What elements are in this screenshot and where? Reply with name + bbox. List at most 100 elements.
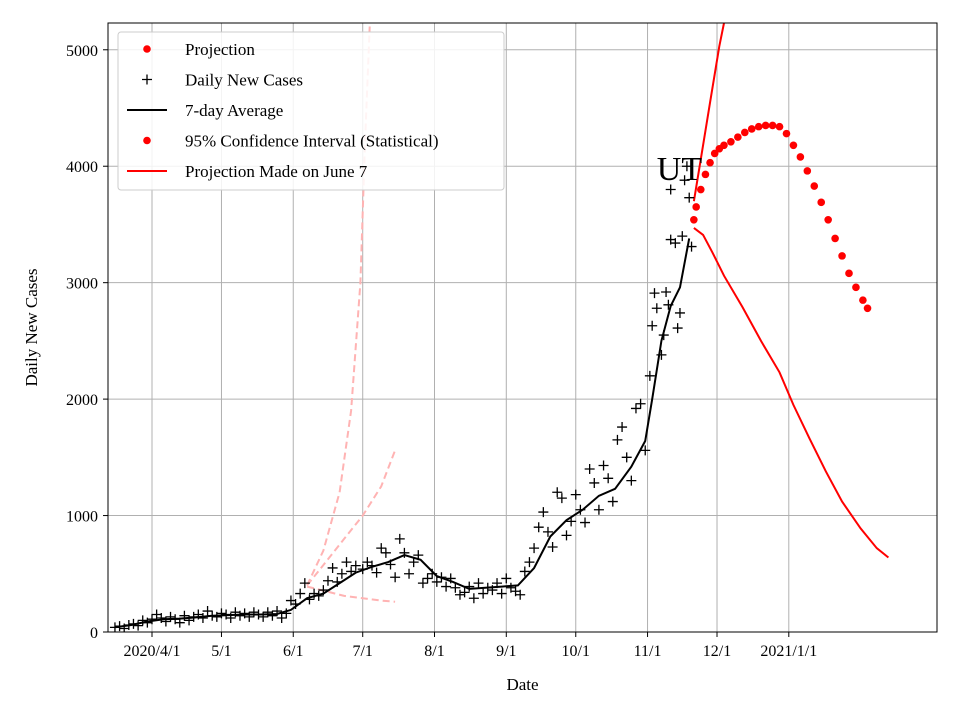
y-tick-label: 2000 — [66, 392, 98, 409]
legend-label: Projection — [185, 40, 255, 59]
daily-case-point — [672, 323, 683, 334]
daily-case-point — [336, 568, 347, 579]
projection-point — [782, 129, 791, 138]
daily-case-point — [276, 613, 287, 624]
projection-point — [817, 198, 826, 207]
daily-case-point — [640, 445, 651, 456]
x-tick-label: 2020/4/1 — [124, 643, 181, 660]
projection-point — [701, 170, 710, 179]
daily-case-point — [593, 504, 604, 515]
legend-label: Daily New Cases — [185, 71, 303, 90]
daily-case-point — [422, 573, 433, 584]
legend-label: Projection Made on June 7 — [185, 162, 368, 181]
daily-case-point — [454, 589, 465, 600]
daily-case-point — [630, 403, 641, 414]
daily-case-point — [299, 578, 310, 589]
daily-case-point — [580, 517, 591, 528]
projection-point — [706, 158, 714, 167]
daily-case-point — [598, 460, 609, 471]
x-tick-label: 9/1 — [496, 643, 516, 660]
daily-case-point — [649, 288, 660, 299]
y-tick-label: 0 — [90, 625, 98, 642]
legend-dot-marker — [143, 45, 151, 53]
daily-case-point — [248, 607, 259, 618]
projection-point — [720, 141, 728, 150]
daily-case-point — [417, 578, 428, 589]
daily-case-point — [450, 582, 461, 593]
daily-case-point — [202, 606, 213, 617]
daily-case-point — [661, 286, 672, 297]
projection-point — [796, 153, 805, 161]
projection-point — [692, 203, 700, 211]
legend-dot-marker — [143, 136, 151, 145]
daily-case-point — [644, 370, 655, 381]
projection-point — [768, 121, 777, 130]
legend-label: 7-day Average — [185, 101, 283, 120]
daily-case-point — [390, 572, 401, 583]
daily-case-point — [519, 566, 530, 577]
june7-projection-middle-line — [306, 449, 397, 587]
projection-point — [852, 283, 860, 292]
confidence-lower-line — [693, 227, 890, 559]
daily-case-point — [626, 475, 637, 486]
legend-plus-marker — [142, 74, 152, 85]
daily-case-point — [394, 533, 405, 544]
daily-case-point — [350, 560, 361, 571]
daily-case-point — [612, 434, 623, 445]
projection-point — [697, 185, 705, 194]
x-tick-label: 2021/1/1 — [760, 643, 817, 660]
projection-point — [863, 304, 872, 313]
daily-case-point — [146, 614, 157, 625]
daily-case-point — [635, 398, 646, 409]
daily-case-point — [538, 507, 549, 518]
y-axis: 0 1000 2000 3000 4000 5000 — [66, 43, 108, 642]
projection-point — [824, 215, 832, 224]
daily-case-point — [501, 573, 512, 584]
region-label: UT — [657, 151, 703, 188]
daily-case-point — [570, 489, 581, 500]
plot-area — [109, 23, 890, 632]
projection-point — [710, 149, 719, 158]
daily-case-point — [515, 589, 526, 600]
x-tick-label: 7/1 — [352, 643, 372, 660]
projection-point — [690, 215, 698, 224]
daily-case-point — [603, 473, 614, 484]
daily-case-point — [341, 557, 352, 568]
projection-point — [845, 269, 853, 278]
june7-projection-upper-line — [306, 26, 371, 586]
daily-case-point — [651, 303, 662, 314]
daily-case-point — [561, 530, 572, 541]
daily-case-point — [617, 422, 628, 433]
daily-case-point — [376, 543, 387, 554]
legend-box — [117, 31, 505, 191]
x-axis: 2020/4/1 5/1 6/1 7/1 8/1 9/1 10/1 11/1 12/1 2021/… — [124, 632, 817, 660]
daily-case-point — [647, 320, 658, 331]
legend-label: 95% Confidence Interval (Statistical) — [185, 132, 439, 151]
daily-case-point — [327, 562, 338, 573]
plot-frame — [107, 22, 938, 633]
legend-entry: Projection — [143, 40, 255, 59]
daily-case-point — [677, 231, 688, 242]
daily-case-point — [322, 575, 333, 586]
projection-point — [810, 182, 819, 190]
daily-case-point — [165, 611, 176, 622]
daily-case-point — [679, 175, 690, 186]
projection-point — [734, 133, 742, 141]
daily-case-point — [216, 608, 227, 619]
y-tick-label: 4000 — [66, 159, 98, 176]
y-tick-label: 3000 — [66, 276, 98, 293]
x-tick-label: 5/1 — [211, 643, 231, 660]
projection-point — [859, 296, 867, 304]
daily-case-point — [459, 587, 470, 598]
plot-content — [109, 23, 890, 632]
daily-case-point — [431, 576, 442, 587]
daily-case-point — [529, 543, 540, 554]
legend-entry: Daily New Cases — [142, 71, 303, 90]
daily-case-point — [468, 593, 479, 604]
daily-case-point — [197, 613, 208, 624]
daily-case-point — [133, 620, 144, 631]
y-tick-label: 1000 — [66, 509, 98, 526]
daily-case-point — [533, 522, 544, 533]
daily-case-point — [674, 307, 685, 318]
